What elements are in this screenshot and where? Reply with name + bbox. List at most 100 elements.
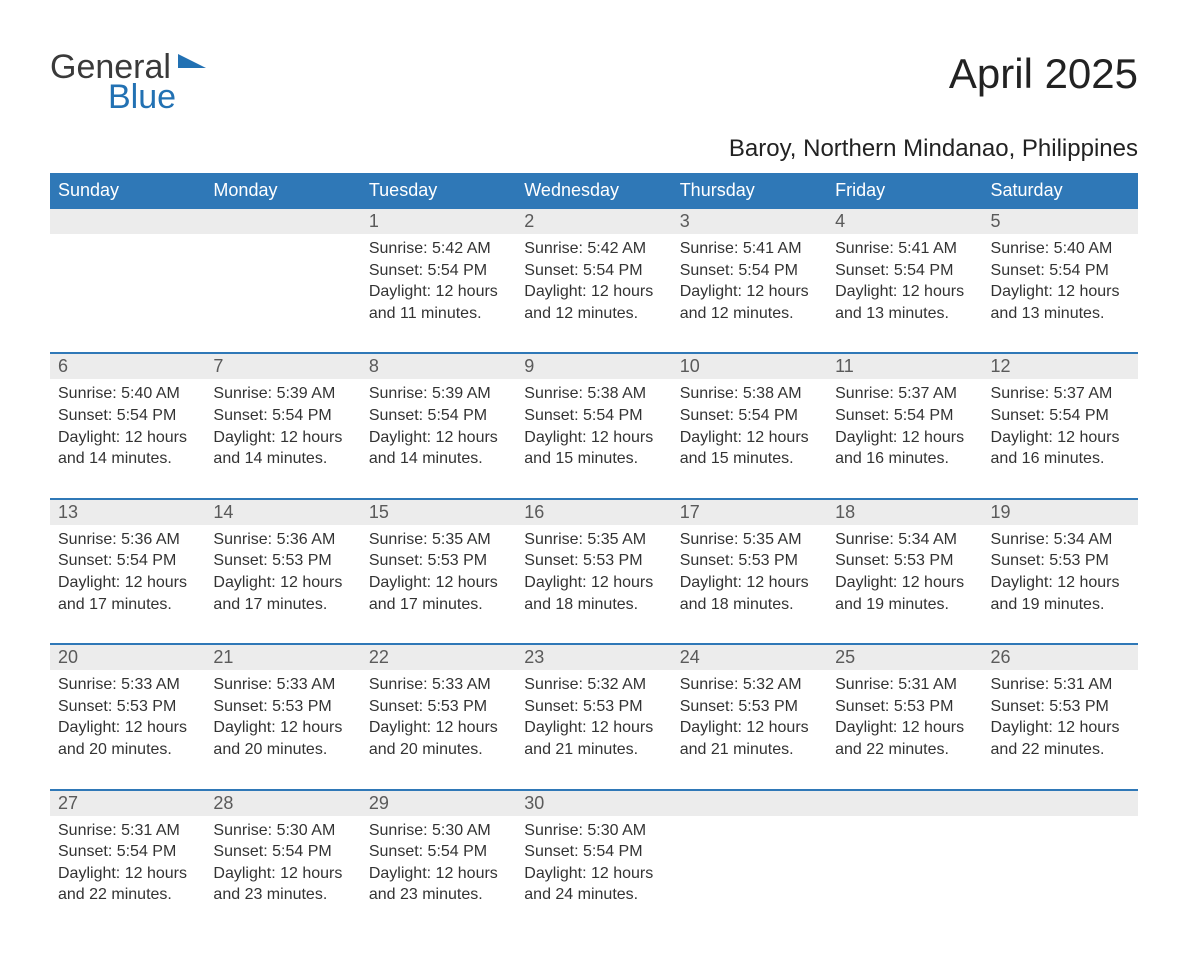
day-number: 18 xyxy=(827,500,982,525)
day-l3: Daylight: 12 hours xyxy=(835,717,974,739)
day-number: 15 xyxy=(361,500,516,525)
day-l1: Sunrise: 5:30 AM xyxy=(524,820,663,842)
day-l3: Daylight: 12 hours xyxy=(213,863,352,885)
day-number-cell: 18 xyxy=(827,499,982,525)
day-number-cell: 4 xyxy=(827,208,982,234)
day-cell: Sunrise: 5:30 AMSunset: 5:54 PMDaylight:… xyxy=(205,816,360,916)
day-l4: and 20 minutes. xyxy=(369,739,508,761)
day-number: 6 xyxy=(50,354,205,379)
day-cell: Sunrise: 5:30 AMSunset: 5:54 PMDaylight:… xyxy=(516,816,671,916)
day-l1: Sunrise: 5:36 AM xyxy=(58,529,197,551)
day-number: 25 xyxy=(827,645,982,670)
day-l1: Sunrise: 5:35 AM xyxy=(680,529,819,551)
day-l4: and 18 minutes. xyxy=(524,594,663,616)
day-cell xyxy=(827,816,982,916)
day-number: 19 xyxy=(983,500,1138,525)
day-l1: Sunrise: 5:34 AM xyxy=(835,529,974,551)
week-daynum-row: 12345 xyxy=(50,208,1138,234)
day-l4: and 23 minutes. xyxy=(369,884,508,906)
day-l1: Sunrise: 5:31 AM xyxy=(58,820,197,842)
day-number-cell: 16 xyxy=(516,499,671,525)
weekday-header: Friday xyxy=(827,174,982,208)
day-l1: Sunrise: 5:42 AM xyxy=(369,238,508,260)
day-number: 27 xyxy=(50,791,205,816)
day-l4: and 17 minutes. xyxy=(213,594,352,616)
day-l4: and 15 minutes. xyxy=(680,448,819,470)
day-number-cell: 12 xyxy=(983,353,1138,379)
day-l3: Daylight: 12 hours xyxy=(991,427,1130,449)
day-l1: Sunrise: 5:41 AM xyxy=(835,238,974,260)
day-number: 10 xyxy=(672,354,827,379)
week-content-row: Sunrise: 5:42 AMSunset: 5:54 PMDaylight:… xyxy=(50,234,1138,353)
day-cell: Sunrise: 5:32 AMSunset: 5:53 PMDaylight:… xyxy=(672,670,827,789)
day-number-cell: 5 xyxy=(983,208,1138,234)
day-number xyxy=(827,791,982,795)
day-number-cell xyxy=(983,790,1138,816)
weekday-header: Sunday xyxy=(50,174,205,208)
logo-flag-icon xyxy=(178,54,206,81)
day-cell: Sunrise: 5:40 AMSunset: 5:54 PMDaylight:… xyxy=(983,234,1138,353)
day-number-cell: 27 xyxy=(50,790,205,816)
day-l1: Sunrise: 5:40 AM xyxy=(991,238,1130,260)
day-cell xyxy=(983,816,1138,916)
day-number-cell: 13 xyxy=(50,499,205,525)
day-l1: Sunrise: 5:40 AM xyxy=(58,383,197,405)
day-number-cell: 30 xyxy=(516,790,671,816)
weekday-header: Saturday xyxy=(983,174,1138,208)
day-number-cell xyxy=(50,208,205,234)
day-number xyxy=(205,209,360,213)
day-l3: Daylight: 12 hours xyxy=(369,717,508,739)
day-l2: Sunset: 5:53 PM xyxy=(524,696,663,718)
week-content-row: Sunrise: 5:31 AMSunset: 5:54 PMDaylight:… xyxy=(50,816,1138,916)
day-number: 11 xyxy=(827,354,982,379)
day-l2: Sunset: 5:54 PM xyxy=(680,405,819,427)
day-l1: Sunrise: 5:39 AM xyxy=(369,383,508,405)
day-number: 21 xyxy=(205,645,360,670)
day-number-cell: 8 xyxy=(361,353,516,379)
day-cell: Sunrise: 5:39 AMSunset: 5:54 PMDaylight:… xyxy=(361,379,516,498)
day-l4: and 21 minutes. xyxy=(524,739,663,761)
day-cell: Sunrise: 5:40 AMSunset: 5:54 PMDaylight:… xyxy=(50,379,205,498)
day-cell: Sunrise: 5:34 AMSunset: 5:53 PMDaylight:… xyxy=(827,525,982,644)
day-l2: Sunset: 5:54 PM xyxy=(58,405,197,427)
day-number-cell: 11 xyxy=(827,353,982,379)
day-l3: Daylight: 12 hours xyxy=(213,717,352,739)
weekday-header: Wednesday xyxy=(516,174,671,208)
day-number-cell: 25 xyxy=(827,644,982,670)
week-content-row: Sunrise: 5:40 AMSunset: 5:54 PMDaylight:… xyxy=(50,379,1138,498)
day-cell: Sunrise: 5:41 AMSunset: 5:54 PMDaylight:… xyxy=(827,234,982,353)
day-number-cell: 15 xyxy=(361,499,516,525)
day-l2: Sunset: 5:54 PM xyxy=(524,260,663,282)
day-l2: Sunset: 5:53 PM xyxy=(680,696,819,718)
day-number: 22 xyxy=(361,645,516,670)
day-number-cell: 14 xyxy=(205,499,360,525)
day-l4: and 12 minutes. xyxy=(680,303,819,325)
day-number-cell: 21 xyxy=(205,644,360,670)
day-l1: Sunrise: 5:33 AM xyxy=(213,674,352,696)
day-l4: and 12 minutes. xyxy=(524,303,663,325)
day-l3: Daylight: 12 hours xyxy=(213,572,352,594)
day-l3: Daylight: 12 hours xyxy=(369,427,508,449)
day-l3: Daylight: 12 hours xyxy=(58,863,197,885)
day-l4: and 20 minutes. xyxy=(58,739,197,761)
day-l3: Daylight: 12 hours xyxy=(524,717,663,739)
day-cell: Sunrise: 5:35 AMSunset: 5:53 PMDaylight:… xyxy=(516,525,671,644)
day-l3: Daylight: 12 hours xyxy=(213,427,352,449)
day-number-cell: 29 xyxy=(361,790,516,816)
day-cell xyxy=(672,816,827,916)
day-l3: Daylight: 12 hours xyxy=(835,281,974,303)
day-l4: and 13 minutes. xyxy=(991,303,1130,325)
day-cell: Sunrise: 5:37 AMSunset: 5:54 PMDaylight:… xyxy=(827,379,982,498)
day-l3: Daylight: 12 hours xyxy=(524,281,663,303)
day-l4: and 23 minutes. xyxy=(213,884,352,906)
day-l3: Daylight: 12 hours xyxy=(680,281,819,303)
day-l1: Sunrise: 5:35 AM xyxy=(369,529,508,551)
week-content-row: Sunrise: 5:36 AMSunset: 5:54 PMDaylight:… xyxy=(50,525,1138,644)
day-number-cell: 26 xyxy=(983,644,1138,670)
day-l4: and 13 minutes. xyxy=(835,303,974,325)
calendar-page: General Blue April 2025 Baroy, Northern … xyxy=(0,0,1188,956)
day-l3: Daylight: 12 hours xyxy=(58,427,197,449)
day-number: 28 xyxy=(205,791,360,816)
day-number: 20 xyxy=(50,645,205,670)
day-number-cell xyxy=(205,208,360,234)
